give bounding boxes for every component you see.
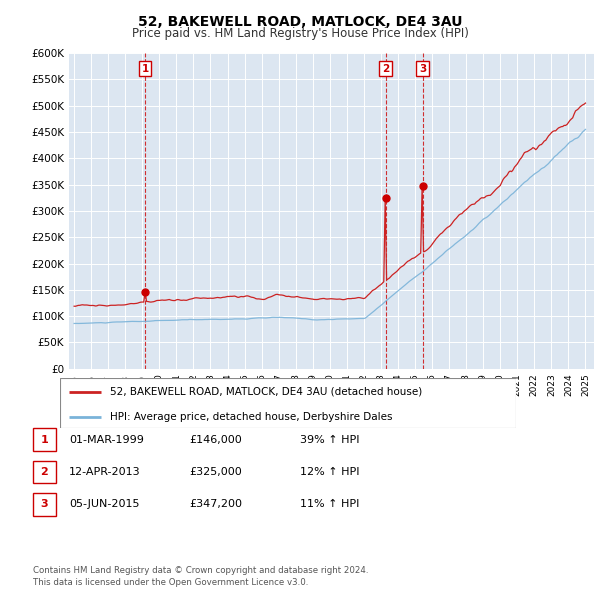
Text: 12% ↑ HPI: 12% ↑ HPI — [300, 467, 359, 477]
Text: Contains HM Land Registry data © Crown copyright and database right 2024.
This d: Contains HM Land Registry data © Crown c… — [33, 566, 368, 587]
Text: 3: 3 — [41, 500, 48, 509]
Text: Price paid vs. HM Land Registry's House Price Index (HPI): Price paid vs. HM Land Registry's House … — [131, 27, 469, 40]
Text: £146,000: £146,000 — [189, 435, 242, 444]
Text: 1: 1 — [41, 435, 48, 444]
Text: £325,000: £325,000 — [189, 467, 242, 477]
Text: 2: 2 — [382, 64, 389, 74]
Text: 3: 3 — [419, 64, 426, 74]
Text: 12-APR-2013: 12-APR-2013 — [69, 467, 140, 477]
Text: 1: 1 — [142, 64, 149, 74]
Text: 11% ↑ HPI: 11% ↑ HPI — [300, 500, 359, 509]
Text: 39% ↑ HPI: 39% ↑ HPI — [300, 435, 359, 444]
Text: 01-MAR-1999: 01-MAR-1999 — [69, 435, 144, 444]
Text: HPI: Average price, detached house, Derbyshire Dales: HPI: Average price, detached house, Derb… — [110, 412, 392, 422]
Text: 52, BAKEWELL ROAD, MATLOCK, DE4 3AU: 52, BAKEWELL ROAD, MATLOCK, DE4 3AU — [138, 15, 462, 30]
Text: 2: 2 — [41, 467, 48, 477]
Text: 52, BAKEWELL ROAD, MATLOCK, DE4 3AU (detached house): 52, BAKEWELL ROAD, MATLOCK, DE4 3AU (det… — [110, 386, 422, 396]
Text: £347,200: £347,200 — [189, 500, 242, 509]
Text: 05-JUN-2015: 05-JUN-2015 — [69, 500, 139, 509]
